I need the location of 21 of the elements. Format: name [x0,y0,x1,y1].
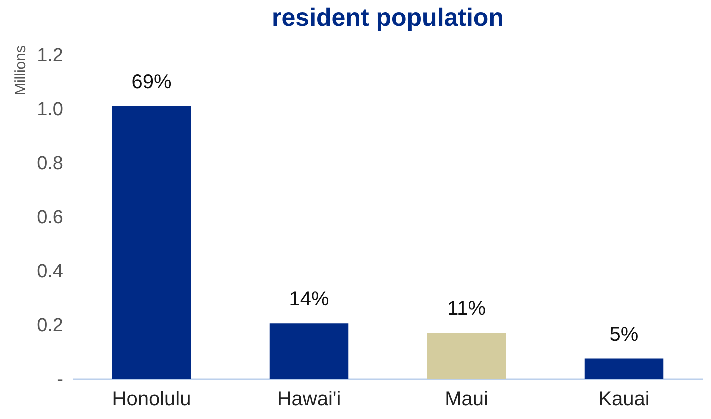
y-tick-label: - [57,370,64,390]
bar [112,106,192,379]
y-tick-label: 1.0 [37,100,64,120]
annotation: 14% [289,288,330,311]
x-tick-label: Honolulu [112,388,192,410]
y-tick-label: 0.4 [37,262,64,282]
y-tick-label: 0.8 [37,154,64,174]
y-tick-label: 0.2 [37,316,64,336]
chart-title: resident population [272,4,504,32]
x-tick-label: Hawai'i [277,388,342,410]
x-tick-label: Kauai [598,388,650,410]
x-tick-label: Maui [445,388,488,410]
bar [584,358,664,379]
annotation: 69% [132,71,172,94]
annotation: 5% [610,324,639,346]
bar [270,324,349,379]
bar [427,333,506,379]
annotation: 11% [447,298,486,320]
y-axis-title: Millions [12,46,30,96]
y-tick-label: 1.2 [37,46,64,66]
y-tick-label: 0.6 [37,208,64,228]
